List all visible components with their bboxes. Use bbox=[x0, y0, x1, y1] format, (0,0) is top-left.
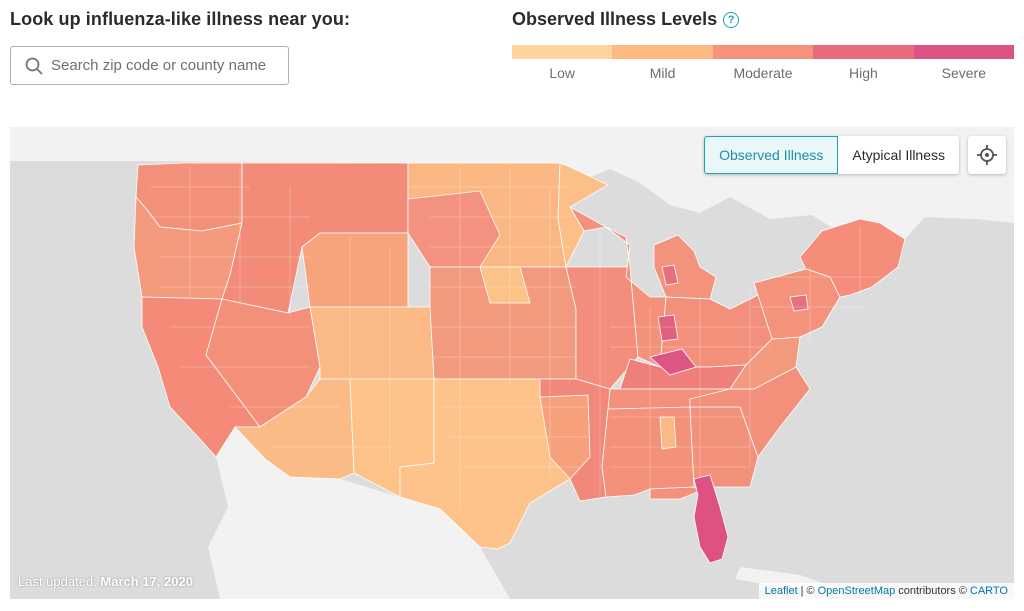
search-input[interactable] bbox=[51, 57, 276, 74]
last-updated: Last updated: March 17, 2020 bbox=[18, 574, 193, 589]
legend-swatch-low bbox=[512, 45, 613, 59]
legend-labels: Low Mild Moderate High Severe bbox=[512, 65, 1014, 81]
region-florida bbox=[693, 474, 729, 564]
legend-swatch-moderate bbox=[712, 45, 814, 59]
legend-label-high: High bbox=[849, 65, 878, 81]
region-kentucky-hotspot bbox=[649, 348, 697, 376]
leaflet-link[interactable]: Leaflet bbox=[764, 585, 798, 597]
last-updated-date: March 17, 2020 bbox=[100, 574, 193, 589]
atypical-illness-button[interactable]: Atypical Illness bbox=[852, 147, 945, 163]
basemap[interactable] bbox=[10, 127, 1014, 599]
search-box[interactable] bbox=[10, 46, 289, 85]
legend-title: Observed Illness Levels ? bbox=[512, 9, 740, 30]
legend-label-moderate: Moderate bbox=[733, 65, 793, 81]
map-attribution: Leaflet | © OpenStreetMap contributors ©… bbox=[758, 583, 1014, 599]
legend-swatch-high bbox=[813, 45, 914, 59]
attribution-copyright: © bbox=[806, 585, 815, 597]
region-wyoming bbox=[301, 232, 409, 308]
crosshair-icon bbox=[977, 145, 997, 165]
region-arkansas-louisiana bbox=[539, 378, 611, 502]
region-northeast bbox=[799, 218, 906, 298]
legend-swatch-severe bbox=[913, 45, 1015, 59]
region-florida-panhandle bbox=[649, 486, 701, 500]
illness-map[interactable]: Observed Illness Atypical Illness Last u… bbox=[10, 127, 1014, 599]
openstreetmap-link[interactable]: OpenStreetMap bbox=[817, 585, 896, 597]
help-icon[interactable]: ? bbox=[723, 11, 740, 28]
attribution-separator: | bbox=[800, 585, 804, 597]
lake-ontario bbox=[762, 257, 806, 273]
legend-swatch-mild bbox=[612, 45, 713, 59]
last-updated-label: Last updated: bbox=[18, 574, 97, 589]
region-indiana-hotspot bbox=[657, 314, 679, 342]
lake-erie bbox=[716, 283, 766, 309]
region-colorado bbox=[309, 306, 435, 380]
legend-title-text: Observed Illness Levels bbox=[512, 9, 718, 29]
region-mississippi-alabama bbox=[601, 406, 695, 498]
region-michigan-hotspot bbox=[661, 264, 679, 286]
locate-me-button[interactable] bbox=[968, 136, 1006, 174]
illness-type-toggle[interactable]: Observed Illness Atypical Illness bbox=[704, 136, 959, 174]
region-arizona bbox=[234, 378, 355, 480]
legend-label-mild: Mild bbox=[649, 65, 676, 81]
county-grid bbox=[150, 167, 880, 507]
legend-color-bar bbox=[512, 45, 1015, 59]
mexico-land bbox=[208, 427, 510, 599]
attribution-contributors: contributors © bbox=[898, 585, 967, 597]
lookup-title: Look up influenza-like illness near you: bbox=[10, 9, 351, 29]
observed-illness-button[interactable]: Observed Illness bbox=[704, 136, 839, 174]
legend-label-low: Low bbox=[549, 65, 576, 81]
search-icon bbox=[25, 57, 43, 74]
region-nebraska-light bbox=[479, 266, 531, 304]
legend-label-severe: Severe bbox=[941, 65, 986, 81]
carto-link[interactable]: CARTO bbox=[969, 585, 1008, 597]
region-alabama-light bbox=[659, 416, 677, 450]
lake-huron bbox=[678, 235, 732, 277]
